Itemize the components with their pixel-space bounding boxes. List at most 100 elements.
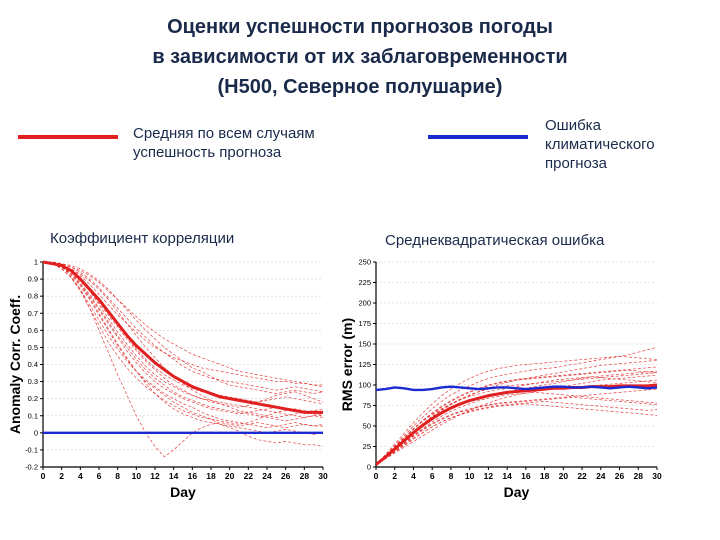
acc-x-tick-label: 4 — [78, 471, 83, 481]
rms-x-tick-label: 0 — [374, 471, 379, 481]
rms-case-line — [376, 369, 657, 465]
rms-y-tick-label: 150 — [358, 340, 371, 349]
rms-mean-line — [376, 383, 657, 466]
rms-x-tick-label: 22 — [577, 471, 587, 481]
acc-x-tick-label: 0 — [41, 471, 46, 481]
rms-y-tick-label: 75 — [363, 401, 371, 410]
legend-clim-swatch — [428, 135, 528, 139]
acc-y-tick-label: 0.2 — [28, 394, 38, 403]
acc-y-tick-label: -0.2 — [25, 463, 38, 472]
rms-x-tick-label: 24 — [596, 471, 606, 481]
rms-x-tick-label: 2 — [392, 471, 397, 481]
acc-case-line — [43, 261, 323, 393]
rms-y-tick-label: 100 — [358, 381, 371, 390]
acc-y-tick-label: 0.1 — [28, 411, 38, 420]
acc-y-tick-label: 0.3 — [28, 377, 38, 386]
acc-y-tick-label: 0.9 — [28, 275, 38, 284]
acc-y-tick-label: 0.4 — [28, 360, 38, 369]
right-panel-caption: Среднеквадратическая ошибка — [385, 232, 605, 249]
acc-case-line — [43, 261, 323, 447]
rms-x-tick-label: 28 — [634, 471, 644, 481]
acc-x-tick-label: 16 — [188, 471, 198, 481]
rms-x-tick-label: 26 — [615, 471, 625, 481]
rms-x-tick-label: 18 — [540, 471, 550, 481]
legend-mean-swatch — [18, 135, 118, 139]
rms-y-tick-label: 50 — [363, 422, 371, 431]
acc-x-tick-label: 10 — [132, 471, 142, 481]
rms-x-tick-label: 6 — [430, 471, 435, 481]
rms-y-axis-label: RMS error (m) — [339, 318, 355, 411]
rms-x-tick-label: 16 — [521, 471, 531, 481]
legend-clim-label-line2: климатического — [545, 136, 655, 153]
rms-y-tick-label: 200 — [358, 299, 371, 308]
rms-case-line — [376, 360, 657, 465]
acc-x-tick-label: 12 — [150, 471, 160, 481]
rms-plot-area — [376, 346, 657, 466]
rms-y-tick-label: 125 — [358, 360, 371, 369]
acc-mean-line — [43, 260, 323, 414]
legend-mean-label-line2: успешность прогноза — [133, 144, 282, 161]
acc-x-tick-label: 18 — [206, 471, 216, 481]
legend-mean-label-line1: Средняя по всем случаям — [133, 125, 315, 142]
rms-case-line — [376, 388, 657, 465]
acc-plot-area — [43, 260, 323, 458]
acc-case-line — [43, 261, 323, 435]
rms-climatology-line — [376, 385, 657, 392]
rms-x-tick-label: 14 — [502, 471, 512, 481]
rms-x-tick-label: 12 — [484, 471, 494, 481]
rms-y-tick-label: 225 — [358, 278, 371, 287]
acc-x-tick-label: 24 — [262, 471, 272, 481]
acc-case-line — [43, 261, 323, 422]
acc-x-tick-label: 6 — [97, 471, 102, 481]
acc-x-tick-label: 30 — [318, 471, 328, 481]
rms-x-tick-label: 30 — [652, 471, 662, 481]
rms-case-line — [376, 355, 657, 465]
rms-x-tick-label: 20 — [559, 471, 569, 481]
rms-y-tick-label: 175 — [358, 319, 371, 328]
rms-case-line — [376, 392, 657, 465]
rms-case-line — [376, 366, 657, 465]
rms-x-tick-label: 8 — [449, 471, 454, 481]
acc-case-line — [43, 261, 323, 458]
title-line-3: (H500, Северное полушарие) — [217, 76, 503, 98]
rms-y-tick-label: 250 — [358, 258, 371, 267]
acc-case-line — [43, 261, 323, 394]
acc-y-tick-label: 1 — [34, 258, 38, 267]
rms-case-line — [376, 403, 657, 465]
acc-y-tick-label: 0.5 — [28, 343, 38, 352]
legend-clim-label: Ошибка климатического прогноза — [545, 116, 655, 173]
acc-y-tick-label: -0.1 — [25, 445, 38, 454]
title-line-1: Оценки успешности прогнозов погоды — [167, 16, 553, 38]
acc-y-tick-label: 0.8 — [28, 292, 38, 301]
acc-x-axis-label: Day — [170, 484, 196, 500]
legend-mean-label: Средняя по всем случаям успешность прогн… — [133, 124, 315, 162]
anomaly-correlation-chart: -0.2-0.100.10.20.30.40.50.60.70.80.910 2 4… — [7, 258, 328, 501]
rms-case-line — [376, 346, 657, 465]
acc-y-tick-label: 0.7 — [28, 309, 38, 318]
acc-case-line — [43, 261, 323, 386]
acc-case-line — [43, 261, 323, 388]
rms-y-tick-label: 25 — [363, 442, 371, 451]
acc-y-tick-label: 0 — [34, 428, 38, 437]
legend-clim-label-line1: Ошибка — [545, 117, 601, 134]
acc-y-tick-label: 0.6 — [28, 326, 38, 335]
left-panel-caption: Коэффициент корреляции — [50, 230, 235, 247]
acc-x-tick-label: 22 — [244, 471, 254, 481]
acc-case-line — [43, 261, 323, 429]
acc-x-tick-label: 28 — [300, 471, 310, 481]
rms-case-line — [376, 374, 657, 465]
acc-x-tick-label: 26 — [281, 471, 291, 481]
acc-y-axis-label: Anomaly Corr. Coeff. — [7, 295, 23, 434]
rms-y-tick-label: 0 — [367, 463, 371, 472]
acc-x-tick-label: 14 — [169, 471, 179, 481]
rms-x-tick-label: 10 — [465, 471, 475, 481]
rms-x-tick-label: 4 — [411, 471, 416, 481]
title-line-2: в зависимости от их заблаговременности — [152, 46, 568, 68]
rms-case-line — [376, 396, 657, 465]
acc-x-tick-label: 2 — [59, 471, 64, 481]
legend-clim-label-line3: прогноза — [545, 155, 607, 172]
acc-x-tick-label: 20 — [225, 471, 235, 481]
rms-x-axis-label: Day — [504, 484, 530, 500]
